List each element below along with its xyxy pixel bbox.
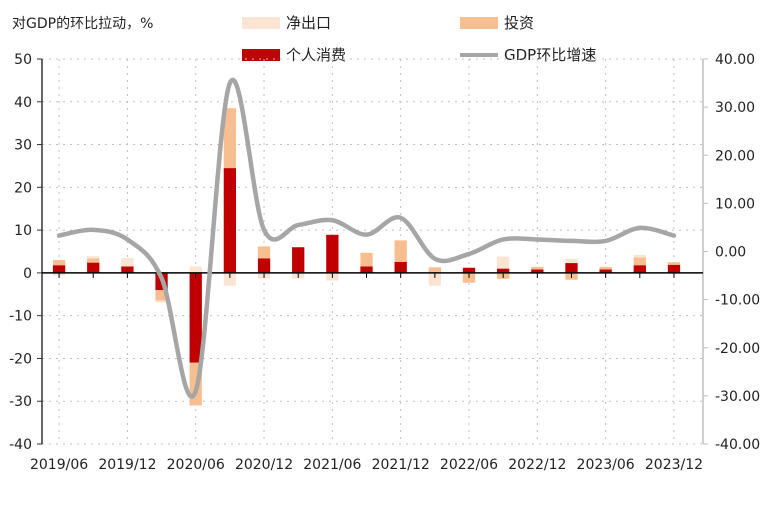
right-tick-label: 20.00 xyxy=(715,148,755,164)
bar-investment xyxy=(667,262,681,265)
x-tick-label: 2021/06 xyxy=(303,457,361,473)
bar-investment xyxy=(360,252,373,267)
left-tick-label: 10 xyxy=(14,223,32,239)
left-tick-label: 20 xyxy=(14,180,32,196)
bar-consumption xyxy=(462,267,476,273)
x-tick-label: 2021/12 xyxy=(372,457,430,473)
bar-investment xyxy=(633,257,646,266)
bar-consumption xyxy=(87,262,100,273)
x-tick-label: 2020/12 xyxy=(235,457,293,473)
bar-consumption xyxy=(633,265,646,273)
bar-investment xyxy=(52,260,66,266)
x-tick-label: 2019/12 xyxy=(98,457,156,473)
x-tick-label: 2022/12 xyxy=(508,457,566,473)
x-tick-label: 2019/06 xyxy=(30,457,88,473)
left-tick-label: 40 xyxy=(14,95,32,111)
legend-swatch-net-exports xyxy=(242,17,280,29)
bar-consumption xyxy=(360,266,373,273)
right-tick-label: 0.00 xyxy=(715,245,746,261)
bar-consumption xyxy=(565,263,578,273)
bar-investment xyxy=(223,108,237,169)
bar-net-exports xyxy=(223,272,237,286)
bar-net-exports xyxy=(155,300,168,303)
bar-consumption xyxy=(292,247,305,273)
legend-swatch-consumption xyxy=(242,49,280,61)
bar-investment xyxy=(257,246,271,259)
bar-net-exports xyxy=(428,272,441,286)
right-tick-label: 40.00 xyxy=(715,52,755,68)
bar-consumption xyxy=(52,265,66,273)
bar-consumption xyxy=(223,168,237,273)
bar-investment xyxy=(87,258,100,263)
gdp-line-layer xyxy=(56,77,677,399)
x-tick-label: 2023/06 xyxy=(577,457,635,473)
bar-consumption xyxy=(497,268,510,273)
left-tick-label: 30 xyxy=(14,138,32,154)
axes xyxy=(37,58,708,445)
left-tick-label: -20 xyxy=(9,351,32,367)
legend-swatch-investment xyxy=(460,17,498,29)
legend-label-net-exports: 净出口 xyxy=(286,14,331,32)
bar-net-exports xyxy=(87,256,100,259)
right-tick-label: -30.00 xyxy=(715,389,760,405)
chart-title: 对GDP的环比拉动，% xyxy=(12,16,153,32)
bar-net-exports xyxy=(633,254,646,258)
bar-net-exports xyxy=(497,256,510,269)
legend: 净出口 投资 个人消费 GDP环比增速 xyxy=(242,14,596,64)
left-tick-label: -30 xyxy=(9,394,32,410)
gdp-growth-line xyxy=(56,77,677,399)
left-axis-ticks: 50 40 30 20 10 0 -10 -20 -30 -40 xyxy=(9,52,32,453)
bar-consumption xyxy=(257,258,271,273)
x-axis-ticks: 2019/06 2019/12 2020/06 2020/12 2021/06 2021/… xyxy=(30,457,703,473)
bar-consumption xyxy=(326,234,339,273)
bar-consumption xyxy=(667,264,681,273)
bar-consumption xyxy=(394,261,407,273)
x-tick-label: 2020/06 xyxy=(167,457,225,473)
x-tick-label: 2023/12 xyxy=(645,457,703,473)
right-tick-label: -10.00 xyxy=(715,293,760,309)
x-tick-label: 2022/06 xyxy=(440,457,498,473)
left-tick-label: 0 xyxy=(23,266,32,282)
bar-net-exports xyxy=(121,257,134,267)
left-tick-label: 50 xyxy=(14,52,32,68)
bar-consumption xyxy=(531,269,544,273)
legend-label-consumption: 个人消费 xyxy=(286,46,346,64)
bar-consumption xyxy=(189,272,202,363)
bar-investment xyxy=(599,266,612,270)
left-tick-label: -10 xyxy=(9,309,32,325)
bar-net-exports xyxy=(189,266,202,273)
right-tick-label: 30.00 xyxy=(715,100,755,116)
bar-investment xyxy=(428,267,441,273)
bar-investment xyxy=(394,240,407,262)
bar-investment xyxy=(531,266,544,270)
bar-consumption xyxy=(121,266,134,273)
legend-label-investment: 投资 xyxy=(504,14,534,32)
right-tick-label: -40.00 xyxy=(715,437,760,453)
bar-consumption xyxy=(599,269,612,273)
left-tick-label: -40 xyxy=(9,437,32,453)
right-axis-ticks: 40.00 30.00 20.00 10.00 0.00 -10.00 -20.00 -30.… xyxy=(715,52,760,453)
right-tick-label: 10.00 xyxy=(715,196,755,212)
right-tick-label: -20.00 xyxy=(715,341,760,357)
legend-label-gdp-line: GDP环比增速 xyxy=(504,46,596,64)
bar-net-exports xyxy=(565,258,578,264)
bar-investment xyxy=(155,290,168,301)
